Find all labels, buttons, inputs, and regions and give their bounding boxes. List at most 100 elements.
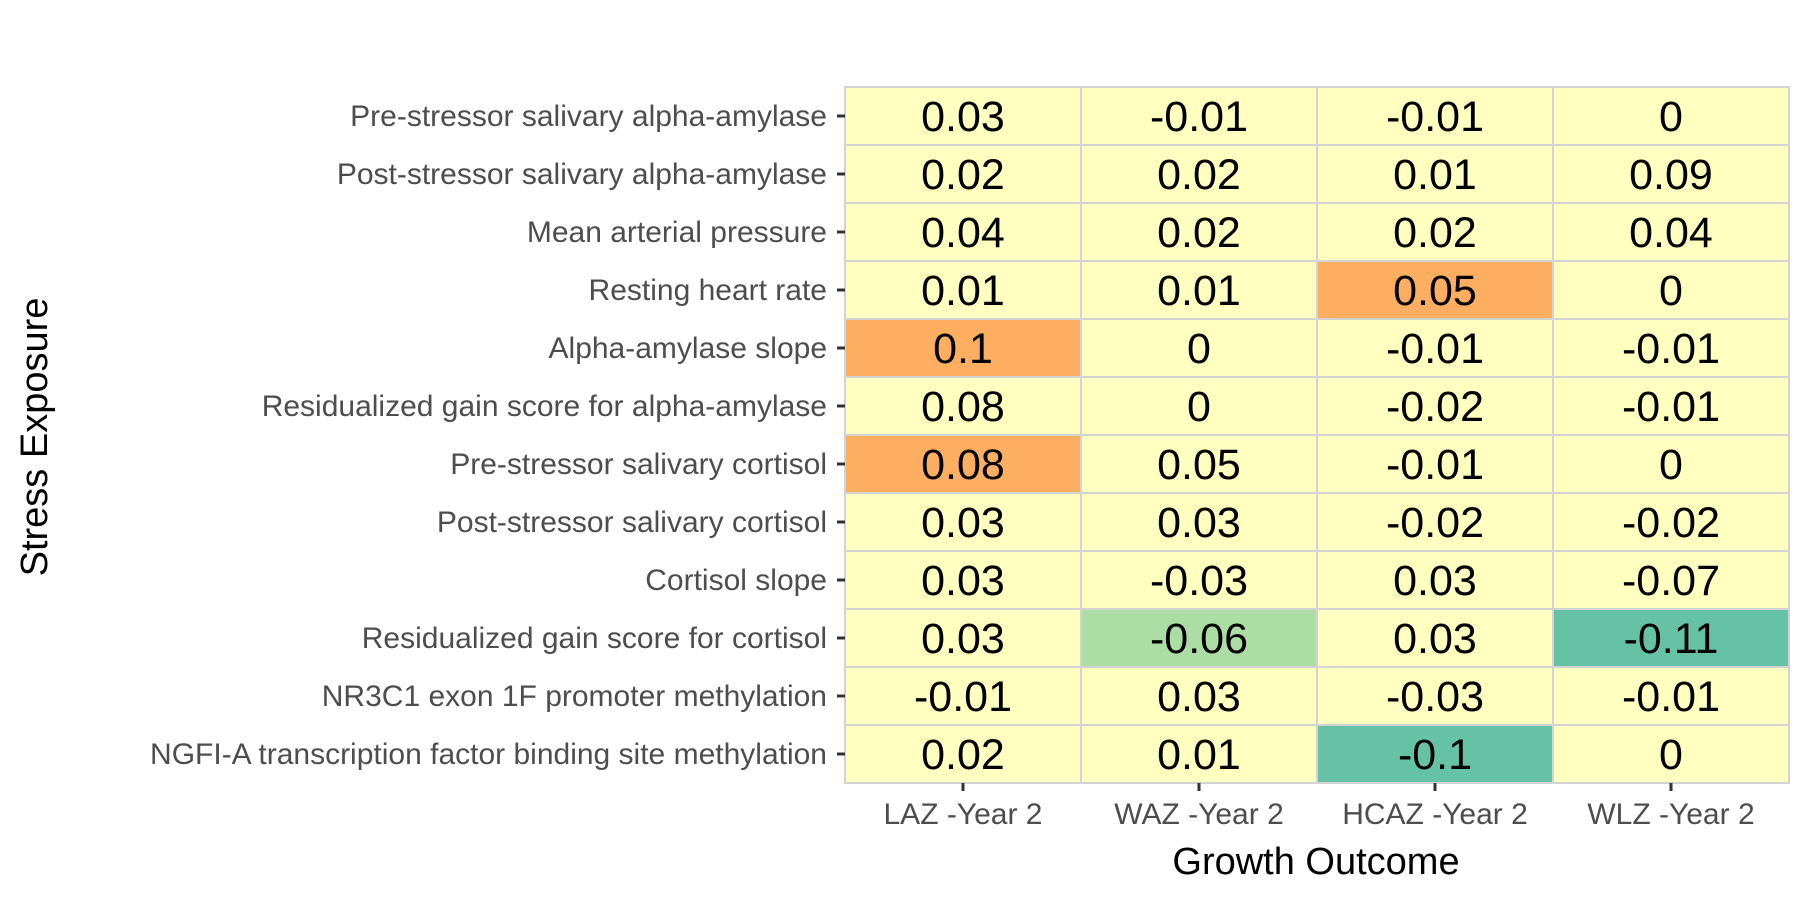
heatmap-cell: [1552, 724, 1790, 784]
cell-value-label: -0.01: [1622, 383, 1720, 431]
cell-value-label: 0.02: [1157, 151, 1241, 199]
y-tick-label: Mean arterial pressure: [527, 216, 827, 249]
y-axis: Pre-stressor salivary alpha-amylase Post-…: [150, 100, 845, 771]
heatmap-cell: [1316, 492, 1554, 552]
x-tick-label: WLZ -Year 2: [1587, 798, 1754, 831]
heatmap-cell: [1552, 260, 1790, 320]
cell-value-label: 0.02: [1393, 209, 1477, 257]
heatmap-cell: [1316, 724, 1554, 784]
x-tick-label: WAZ -Year 2: [1114, 798, 1284, 831]
cell-value-label: 0: [1659, 441, 1683, 489]
cell-value-label: -0.11: [1624, 615, 1719, 663]
y-tick-label: Post-stressor salivary alpha-amylase: [337, 158, 827, 191]
heatmap-cell: [1080, 666, 1318, 726]
heatmap-cell: [1552, 434, 1790, 494]
cell-value-label: 0.03: [1393, 557, 1477, 605]
cell-value-label: -0.01: [1150, 93, 1248, 141]
heatmap-cell: [1316, 434, 1554, 494]
x-axis: LAZ -Year 2 WAZ -Year 2 HCAZ -Year 2 WLZ -Y…: [884, 783, 1755, 831]
x-tick-label: LAZ -Year 2: [884, 798, 1043, 831]
heatmap-cell: [1316, 86, 1554, 146]
heatmap-cell: [1316, 608, 1554, 668]
cell-value-label: -0.07: [1622, 557, 1720, 605]
y-tick-label: Post-stressor salivary cortisol: [437, 506, 827, 539]
y-tick-label: NR3C1 exon 1F promoter methylation: [322, 680, 827, 713]
cell-value-label: 0.08: [921, 441, 1005, 489]
cell-value-label: 0.01: [1157, 731, 1241, 779]
cell-value-label: 0.01: [1393, 151, 1477, 199]
cell-value-label: 0.03: [1157, 673, 1241, 721]
cell-labels-layer: 0.03 -0.01 -0.01 0 0.02 0.02 0.01 0.09 0.04 0.02 0…: [914, 93, 1720, 779]
cell-value-label: 0.03: [921, 93, 1005, 141]
cell-value-label: 0.03: [921, 557, 1005, 605]
y-tick-label: Residualized gain score for alpha-amylas…: [262, 390, 827, 423]
heatmap-cell: [1552, 202, 1790, 262]
heatmap-cell: [1552, 86, 1790, 146]
heatmap-cell: [1316, 666, 1554, 726]
cell-value-label: 0.03: [1393, 615, 1477, 663]
cell-value-label: -0.03: [1150, 557, 1248, 605]
heatmap-cell: [844, 608, 1082, 668]
heatmap-cell: [1552, 318, 1790, 378]
cell-value-label: -0.01: [1622, 673, 1720, 721]
cell-value-label: 0.08: [921, 383, 1005, 431]
heatmap-cell: [844, 86, 1082, 146]
cell-value-label: 0.05: [1157, 441, 1241, 489]
cell-value-label: 0.09: [1629, 151, 1713, 199]
heatmap-cell: [1080, 318, 1318, 378]
cell-value-label: -0.06: [1150, 615, 1248, 663]
cell-value-label: -0.01: [914, 673, 1012, 721]
cell-value-label: -0.02: [1386, 383, 1484, 431]
cell-value-label: 0: [1187, 383, 1211, 431]
heatmap-cell: [844, 376, 1082, 436]
cell-value-label: 0.02: [921, 151, 1005, 199]
cell-value-label: 0.02: [921, 731, 1005, 779]
cells-layer: [844, 86, 1790, 784]
cell-value-label: -0.01: [1622, 325, 1720, 373]
heatmap-cell: [1080, 202, 1318, 262]
heatmap-cell: [844, 724, 1082, 784]
cell-value-label: -0.1: [1398, 731, 1472, 779]
heatmap-cell: [1316, 376, 1554, 436]
heatmap-cell: [1080, 144, 1318, 204]
heatmap-cell: [1080, 724, 1318, 784]
heatmap-cell: [1080, 86, 1318, 146]
cell-value-label: 0.03: [1157, 499, 1241, 547]
cell-value-label: 0.02: [1157, 209, 1241, 257]
x-axis-title: Growth Outcome: [1172, 841, 1459, 883]
heatmap-cell: [1552, 376, 1790, 436]
cell-value-label: 0.04: [1629, 209, 1713, 257]
cell-value-label: -0.01: [1386, 441, 1484, 489]
y-axis-title: Stress Exposure: [14, 298, 56, 577]
cell-value-label: -0.03: [1386, 673, 1484, 721]
heatmap-cell: [1080, 376, 1318, 436]
cell-value-label: 0.05: [1393, 267, 1477, 315]
cell-value-label: 0: [1659, 93, 1683, 141]
cell-value-label: 0.01: [1157, 267, 1241, 315]
cell-value-label: -0.01: [1386, 93, 1484, 141]
y-tick-label: NGFI-A transcription factor binding site…: [150, 738, 827, 771]
cell-value-label: 0.1: [933, 325, 993, 373]
heatmap-cell: [1552, 666, 1790, 726]
cell-value-label: -0.01: [1386, 325, 1484, 373]
y-tick-label: Pre-stressor salivary alpha-amylase: [350, 100, 827, 133]
heatmap-cell: [1552, 550, 1790, 610]
cell-value-label: 0.01: [921, 267, 1005, 315]
heatmap-cell: [1552, 144, 1790, 204]
y-tick-label: Cortisol slope: [645, 564, 827, 597]
cell-value-label: 0.03: [921, 615, 1005, 663]
cell-value-label: 0: [1187, 325, 1211, 373]
cell-value-label: 0.03: [921, 499, 1005, 547]
y-tick-label: Residualized gain score for cortisol: [362, 622, 827, 655]
y-tick-label: Resting heart rate: [589, 274, 827, 307]
y-tick-label: Alpha-amylase slope: [549, 332, 827, 365]
heatmap-cell: [844, 492, 1082, 552]
cell-value-label: 0: [1659, 731, 1683, 779]
heatmap-cell: [1316, 318, 1554, 378]
cell-value-label: -0.02: [1622, 499, 1720, 547]
cell-value-label: 0.04: [921, 209, 1005, 257]
heatmap-cell: [1552, 608, 1790, 668]
cell-value-label: -0.02: [1386, 499, 1484, 547]
